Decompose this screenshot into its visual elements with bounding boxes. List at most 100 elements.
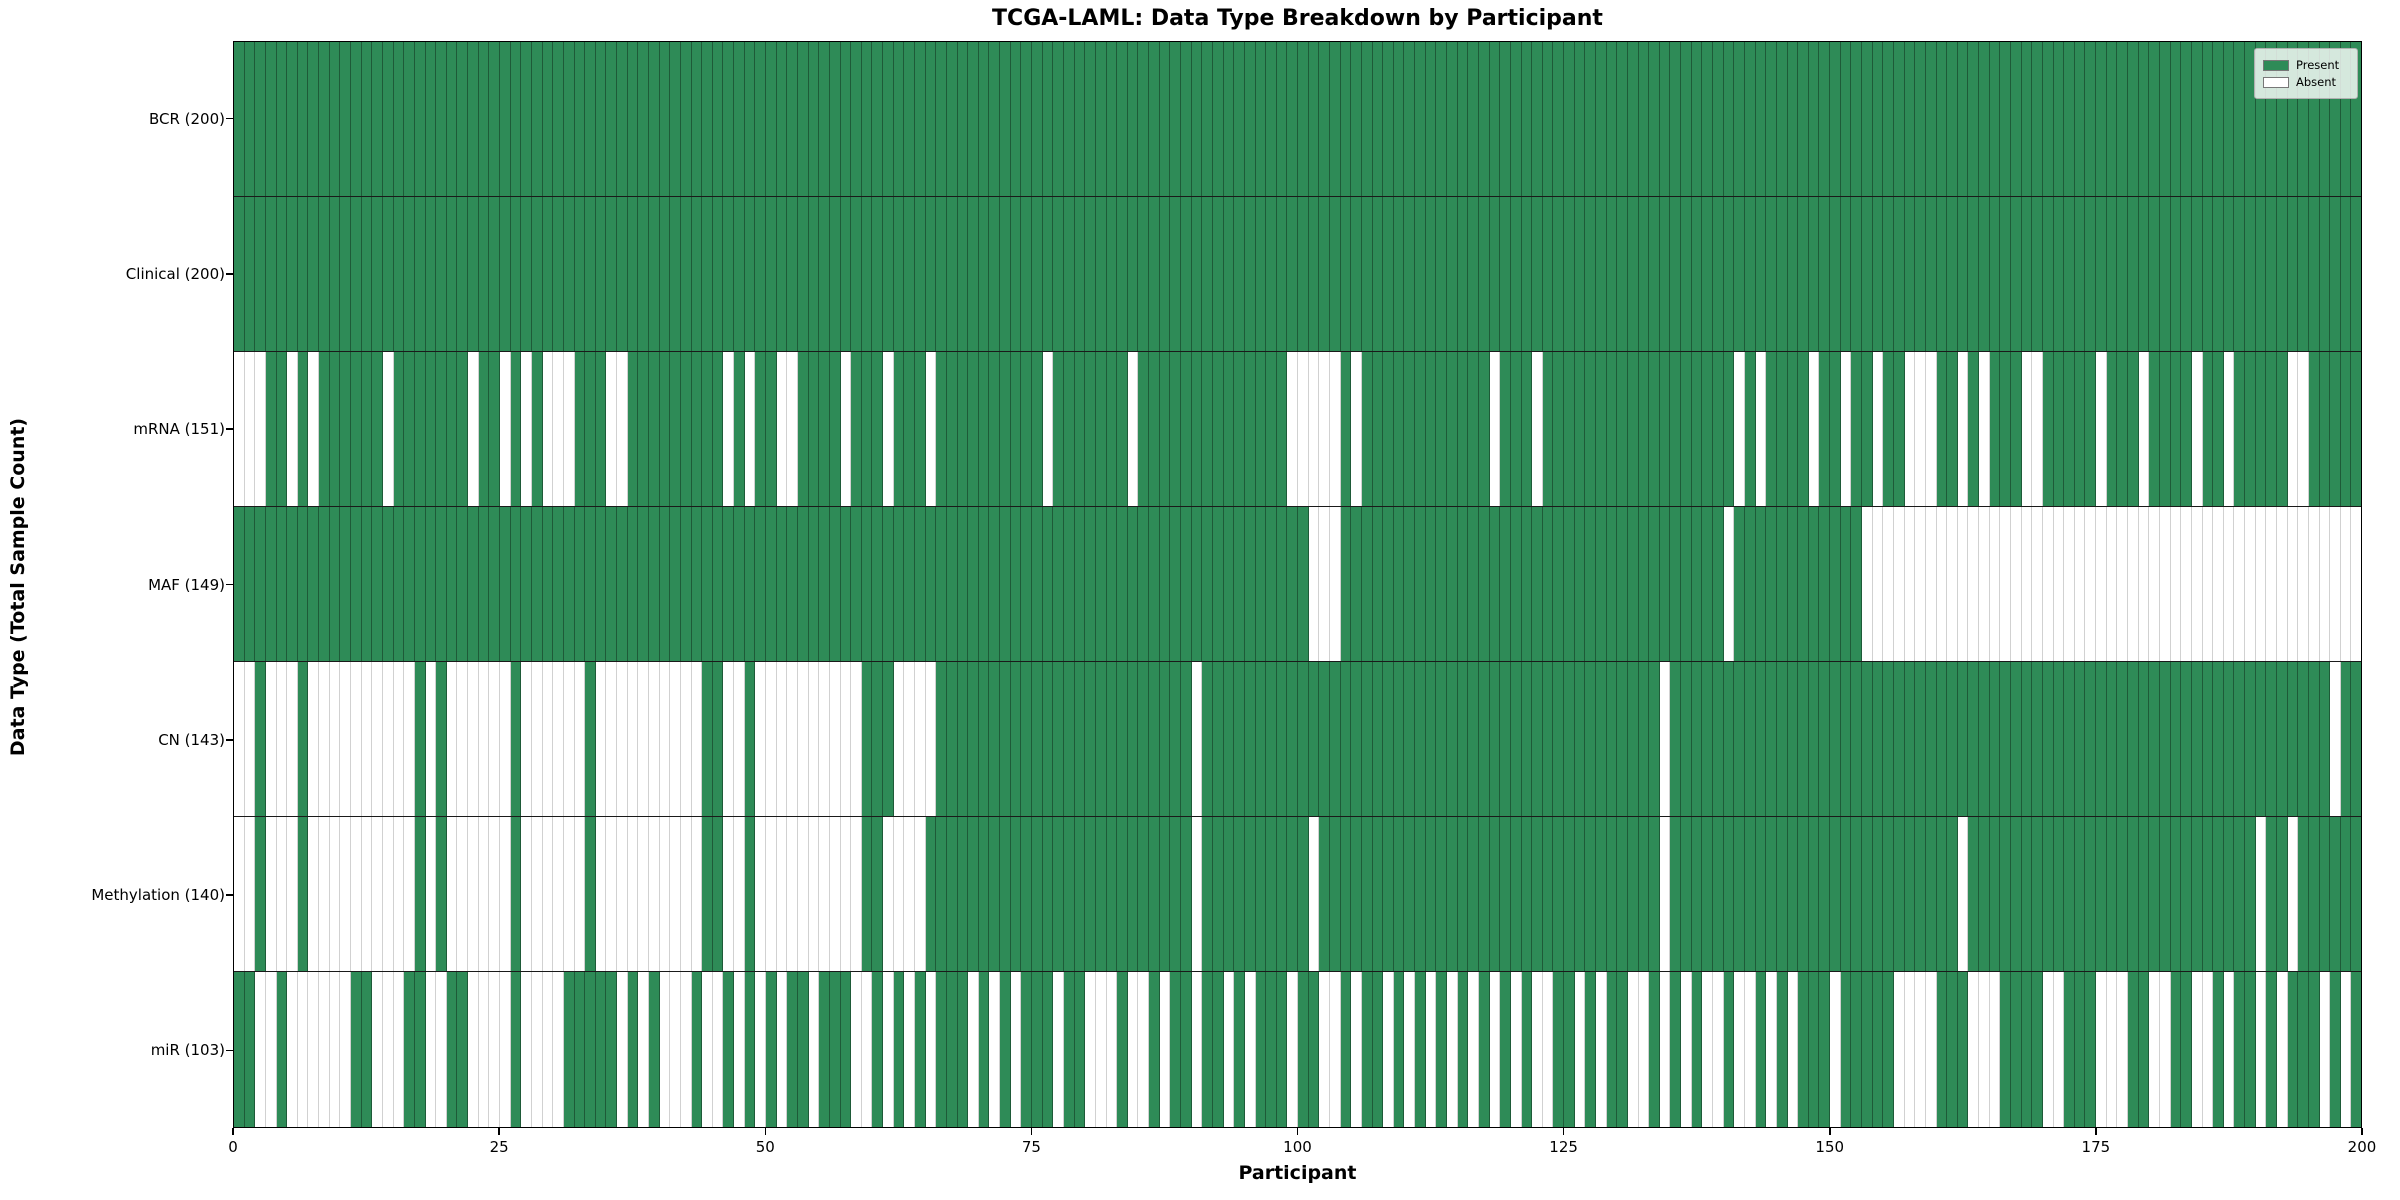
heatmap-cell — [1415, 507, 1426, 661]
x-tick-label-100: 100 — [1283, 1138, 1312, 1156]
heatmap-cell — [978, 662, 990, 816]
heatmap-cell — [883, 352, 894, 506]
heatmap-cell — [361, 817, 373, 971]
heatmap-cell — [1862, 507, 1873, 661]
heatmap-cell — [1074, 507, 1086, 661]
heatmap-cell — [1010, 662, 1022, 816]
heatmap-cell — [1298, 42, 1309, 196]
heatmap-cell — [2170, 817, 2182, 971]
heatmap-cell — [1468, 662, 1479, 816]
heatmap-cell — [2138, 352, 2150, 506]
heatmap-cell — [1372, 42, 1384, 196]
heatmap-cell — [1744, 507, 1756, 661]
heatmap-cell — [425, 197, 437, 351]
heatmap-cell — [925, 42, 937, 196]
heatmap-cell — [2298, 197, 2309, 351]
heatmap-cell — [702, 197, 713, 351]
heatmap-cell — [351, 507, 362, 661]
heatmap-cell — [670, 817, 681, 971]
heatmap-cell — [680, 197, 692, 351]
heatmap-cell — [904, 662, 915, 816]
heatmap-cell — [1255, 972, 1267, 1127]
heatmap-cell — [1202, 817, 1213, 971]
heatmap-cell — [755, 817, 767, 971]
heatmap-cell — [1436, 817, 1448, 971]
x-tick-label-0: 0 — [228, 1138, 238, 1156]
heatmap-cell — [1053, 352, 1064, 506]
heatmap-cell — [893, 507, 905, 661]
heatmap-cell — [1191, 817, 1203, 971]
heatmap-cell — [2340, 507, 2352, 661]
heatmap-cell — [2149, 662, 2160, 816]
heatmap-cell — [1159, 507, 1171, 661]
heatmap-cell — [1840, 817, 1852, 971]
heatmap-cell — [1574, 352, 1586, 506]
heatmap-cell — [2159, 352, 2171, 506]
heatmap-cell — [287, 817, 298, 971]
heatmap-cell — [1404, 507, 1416, 661]
heatmap-cell — [1702, 817, 1714, 971]
heatmap-cell — [1830, 972, 1841, 1127]
heatmap-cell — [489, 197, 501, 351]
heatmap-cell — [744, 197, 756, 351]
heatmap-cell — [1851, 972, 1863, 1127]
heatmap-cell — [2053, 197, 2065, 351]
heatmap-cell — [1925, 507, 1937, 661]
heatmap-cell — [606, 42, 618, 196]
heatmap-cell — [936, 972, 947, 1127]
heatmap-cell — [2085, 42, 2097, 196]
heatmap-cell — [1808, 662, 1820, 816]
heatmap-cell — [542, 507, 554, 661]
heatmap-cell — [500, 42, 511, 196]
heatmap-cell — [648, 662, 660, 816]
heatmap-cell — [1319, 817, 1330, 971]
heatmap-cell — [1596, 42, 1607, 196]
heatmap-cell — [1989, 197, 2001, 351]
heatmap-cell — [404, 817, 415, 971]
heatmap-cell — [1606, 817, 1618, 971]
heatmap-cell — [723, 972, 735, 1127]
heatmap-cell — [244, 972, 256, 1127]
heatmap-cell — [1415, 197, 1426, 351]
heatmap-cell — [1564, 662, 1575, 816]
heatmap-cell — [1798, 662, 1809, 816]
heatmap-cell — [2245, 817, 2256, 971]
heatmap-cell — [2042, 352, 2054, 506]
heatmap-cell — [1830, 197, 1841, 351]
heatmap-cell — [1542, 352, 1554, 506]
heatmap-cell — [585, 972, 596, 1127]
heatmap-cell — [297, 972, 309, 1127]
heatmap-cell — [829, 972, 841, 1127]
heatmap-cell — [563, 817, 575, 971]
heatmap-cell — [755, 507, 767, 661]
heatmap-cell — [1000, 972, 1011, 1127]
heatmap-cell — [2298, 352, 2309, 506]
heatmap-cell — [787, 352, 798, 506]
heatmap-cell — [1596, 197, 1607, 351]
heatmap-cell — [478, 42, 490, 196]
heatmap-cell — [521, 662, 532, 816]
heatmap-cell — [255, 507, 266, 661]
heatmap-cell — [1915, 662, 1926, 816]
heatmap-cell — [1627, 352, 1639, 506]
heatmap-cell — [2287, 507, 2299, 661]
heatmap-cell — [382, 662, 394, 816]
heatmap-cell — [1787, 817, 1799, 971]
heatmap-cell — [1893, 507, 1905, 661]
heatmap-cell — [2149, 197, 2160, 351]
heatmap-cell — [1393, 42, 1405, 196]
heatmap-cell — [1340, 352, 1352, 506]
heatmap-cell — [808, 817, 820, 971]
heatmap-cell — [468, 352, 479, 506]
heatmap-cell — [2287, 972, 2299, 1127]
heatmap-cell — [1776, 662, 1788, 816]
heatmap-cell — [2277, 817, 2288, 971]
heatmap-cell — [351, 197, 362, 351]
heatmap-cell — [957, 972, 969, 1127]
heatmap-cell — [2202, 197, 2214, 351]
heatmap-cell — [393, 352, 405, 506]
heatmap-cell — [1851, 662, 1863, 816]
heatmap-cell — [1851, 352, 1863, 506]
heatmap-cell — [1776, 817, 1788, 971]
heatmap-cell — [393, 42, 405, 196]
